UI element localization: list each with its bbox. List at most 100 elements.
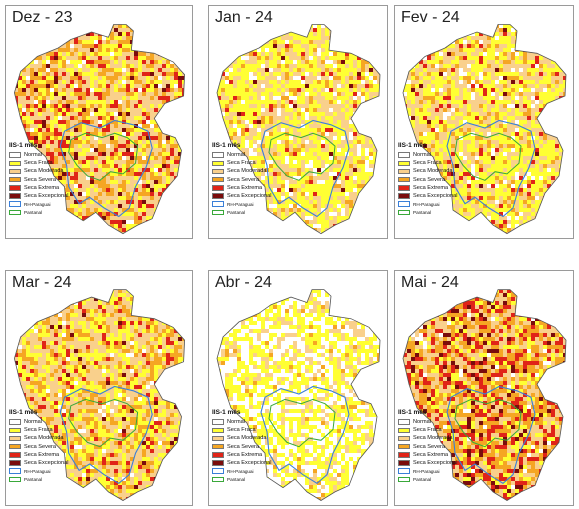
- legend-item: Seca Fraca: [398, 426, 457, 434]
- legend-label: Seca Fraca: [24, 160, 53, 167]
- legend-item: Pantanal: [212, 208, 271, 216]
- legend-label: Normal: [227, 419, 246, 426]
- legend-label: Pantanal: [227, 476, 246, 482]
- legend-label: Seca Moderada: [227, 168, 267, 175]
- legend-swatch: [9, 452, 21, 458]
- legend-item: Seca Extrema: [212, 184, 271, 192]
- legend: IIS-1 mês Normal Seca Fraca Seca Moderada Se…: [398, 142, 457, 217]
- legend-label: Seca Extrema: [413, 184, 449, 191]
- pantanal-boundary: [68, 398, 139, 448]
- legend-swatch: [398, 419, 410, 425]
- map-panel-fev-24: Fev - 24 IIS-1 mês Normal Seca Fraca Seca M…: [394, 5, 574, 239]
- legend-label: Pantanal: [413, 209, 432, 215]
- rh-paraguai-boundary: [59, 119, 153, 218]
- legend-swatch: [398, 427, 410, 434]
- drought-map: [13, 24, 186, 235]
- legend-swatch: [9, 201, 21, 207]
- legend-label: Seca Excepcional: [24, 193, 69, 200]
- legend-label: Seca Moderada: [24, 168, 64, 175]
- legend-label: Seca Extrema: [413, 451, 449, 458]
- map-panel-dez-23: Dez - 23 IIS-1 mês Normal Seca Fraca Seca M…: [5, 5, 193, 239]
- legend-label: Seca Excepcional: [227, 193, 272, 200]
- legend-item: Seca Excepcional: [212, 192, 271, 200]
- legend-swatch: [9, 152, 21, 158]
- legend-swatch: [9, 427, 21, 434]
- legend-swatch: [398, 468, 410, 474]
- legend-label: RH-Paraguai: [227, 201, 254, 207]
- legend-swatch: [212, 435, 224, 442]
- legend-item: Seca Excepcional: [9, 459, 68, 467]
- panel-title: Abr - 24: [215, 274, 272, 291]
- pantanal-boundary: [454, 398, 522, 448]
- legend-item: Pantanal: [398, 475, 457, 483]
- legend-label: Seca Moderada: [24, 435, 64, 442]
- state-boundary: [402, 24, 567, 235]
- legend: IIS-1 mês Normal Seca Fraca Seca Moderada Se…: [212, 409, 271, 484]
- legend-item: Seca Extrema: [9, 184, 68, 192]
- legend-item: Seca Moderada: [398, 167, 457, 175]
- legend-label: Seca Excepcional: [413, 460, 458, 467]
- legend-swatch: [212, 176, 224, 183]
- legend-label: Pantanal: [24, 209, 43, 215]
- map-panel-mar-24: Mar - 24 IIS-1 mês Normal Seca Fraca Seca M…: [5, 270, 193, 506]
- legend-label: Normal: [413, 152, 432, 159]
- legend-swatch: [212, 476, 224, 483]
- pantanal-boundary: [454, 132, 522, 181]
- legend-item: Seca Severa: [212, 176, 271, 184]
- state-boundary: [13, 24, 186, 235]
- legend-label: Pantanal: [413, 476, 432, 482]
- legend-title: IIS-1 mês: [398, 409, 427, 416]
- legend-item: Seca Fraca: [212, 426, 271, 434]
- legend-item: Seca Severa: [9, 176, 68, 184]
- legend-label: Seca Severa: [227, 176, 260, 183]
- legend-item: Pantanal: [398, 208, 457, 216]
- legend-item: Seca Moderada: [212, 434, 271, 442]
- legend-swatch: [398, 452, 410, 458]
- legend-item: Seca Severa: [9, 443, 68, 451]
- legend-item: Seca Fraca: [9, 159, 68, 167]
- legend: IIS-1 mês Normal Seca Fraca Seca Moderada Se…: [398, 409, 457, 484]
- legend-item: Seca Severa: [398, 176, 457, 184]
- legend: IIS-1 mês Normal Seca Fraca Seca Moderada Se…: [9, 409, 68, 484]
- legend-swatch: [9, 160, 21, 167]
- drought-map: [13, 289, 186, 501]
- legend-label: RH-Paraguai: [227, 468, 254, 474]
- legend-item: Normal: [212, 151, 271, 159]
- legend-swatch: [212, 152, 224, 158]
- legend-title: IIS-1 mês: [398, 142, 427, 149]
- legend-swatch: [398, 176, 410, 183]
- panel-title: Fev - 24: [401, 9, 460, 26]
- legend-label: Normal: [413, 419, 432, 426]
- legend-swatch: [9, 193, 21, 199]
- rh-paraguai-boundary: [446, 119, 536, 218]
- legend-label: RH-Paraguai: [24, 201, 51, 207]
- legend-swatch: [212, 427, 224, 434]
- legend-swatch: [9, 419, 21, 425]
- legend-swatch: [398, 201, 410, 207]
- legend-label: Pantanal: [24, 476, 43, 482]
- legend-item: Pantanal: [9, 208, 68, 216]
- legend-title: IIS-1 mês: [212, 409, 241, 416]
- legend-swatch: [398, 152, 410, 158]
- legend-item: Seca Moderada: [9, 434, 68, 442]
- legend-item: RH-Paraguai: [9, 200, 68, 208]
- legend-swatch: [212, 460, 224, 466]
- map-panel-abr-24: Abr - 24 IIS-1 mês Normal Seca Fraca Seca M…: [208, 270, 388, 506]
- legend-label: Pantanal: [227, 209, 246, 215]
- legend-item: Seca Extrema: [398, 184, 457, 192]
- legend-label: Seca Excepcional: [24, 460, 69, 467]
- legend-swatch: [9, 443, 21, 450]
- drought-map: [216, 24, 381, 235]
- legend-swatch: [212, 193, 224, 199]
- legend-item: Seca Severa: [398, 443, 457, 451]
- legend-item: Normal: [9, 418, 68, 426]
- legend-item: Seca Fraca: [398, 159, 457, 167]
- legend-swatch: [9, 176, 21, 183]
- legend-item: Seca Excepcional: [398, 459, 457, 467]
- legend-label: Seca Severa: [227, 443, 260, 450]
- legend-label: Seca Fraca: [24, 427, 53, 434]
- legend-label: Seca Moderada: [227, 435, 267, 442]
- legend-label: Normal: [227, 152, 246, 159]
- legend-item: Seca Fraca: [9, 426, 68, 434]
- legend-item: Seca Extrema: [398, 451, 457, 459]
